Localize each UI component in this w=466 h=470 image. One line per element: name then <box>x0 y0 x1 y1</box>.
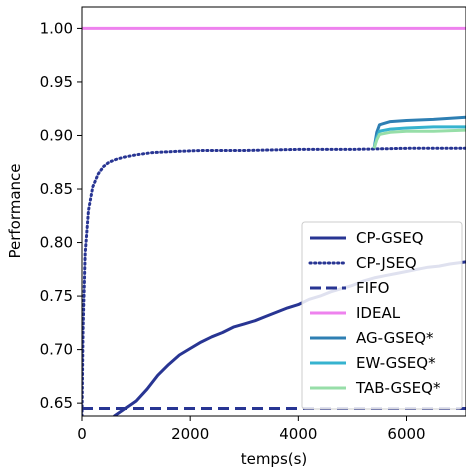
x-axis: 0 2000 4000 6000 <box>77 416 426 443</box>
y-tick-label: 0.95 <box>40 73 73 91</box>
legend-label: IDEAL <box>356 304 401 322</box>
legend: CP-GSEQ CP-JSEQ FIFO IDEAL AG-GSEQ* EW-GSEQ* T… <box>301 221 463 410</box>
y-tick-label: 1.00 <box>40 19 73 37</box>
y-axis: 0.65 0.70 0.75 0.80 0.85 0.90 0.95 1.00 <box>40 19 82 412</box>
x-axis-label: temps(s) <box>241 450 308 468</box>
legend-label: CP-GSEQ <box>356 229 424 247</box>
x-tick-label: 0 <box>77 425 87 443</box>
series-line-ag-gseq <box>372 115 466 149</box>
y-axis-label: Performance <box>6 163 24 258</box>
y-tick-label: 0.85 <box>40 180 73 198</box>
x-tick-label: 6000 <box>387 425 425 443</box>
y-tick-label: 0.75 <box>40 287 73 305</box>
series-line-cp-jseq <box>82 146 466 416</box>
y-tick-label: 0.80 <box>40 234 73 252</box>
legend-label: EW-GSEQ* <box>356 354 436 372</box>
series-line-tab-gseq <box>372 128 466 149</box>
legend-label: FIFO <box>356 279 390 297</box>
legend-label: AG-GSEQ* <box>356 329 434 347</box>
y-tick-label: 0.65 <box>40 394 73 412</box>
plot-frame <box>81 6 466 417</box>
y-tick-label: 0.70 <box>40 341 73 359</box>
legend-label: TAB-GSEQ* <box>355 379 441 397</box>
legend-label: CP-JSEQ <box>356 254 417 272</box>
y-tick-label: 0.90 <box>40 126 73 144</box>
x-tick-label: 4000 <box>279 425 317 443</box>
x-tick-label: 2000 <box>171 425 209 443</box>
